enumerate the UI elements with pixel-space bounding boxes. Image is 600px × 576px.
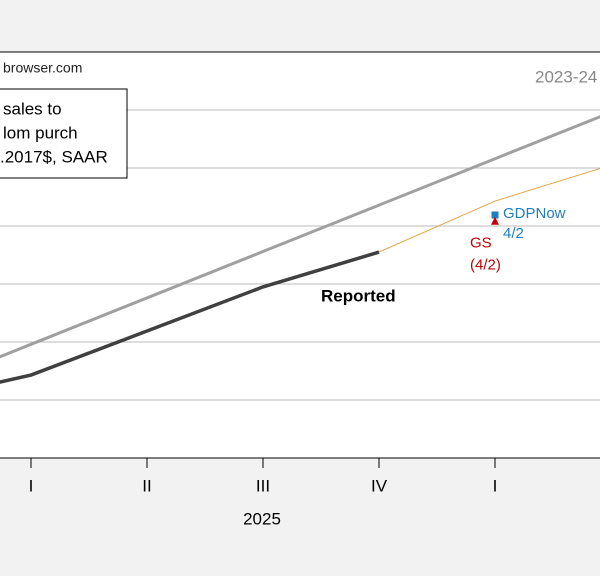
period: 2023-24 — [535, 67, 597, 86]
series-line — [378, 167, 600, 253]
legend-line: sales to — [3, 99, 62, 118]
series-line — [0, 115, 600, 359]
x-tick-label: III — [256, 476, 270, 495]
marker-date: 4/2 — [503, 225, 524, 242]
x-tick-label: I — [29, 476, 34, 495]
annotation: Reported — [321, 286, 396, 305]
marker-date: (4/2) — [470, 257, 501, 274]
marker-name: GS — [470, 235, 492, 252]
source: browser.com — [3, 60, 82, 76]
x-tick-label: II — [142, 476, 151, 495]
marker-name: GDPNow — [503, 205, 566, 222]
marker — [491, 211, 499, 219]
x-tick-label: IV — [371, 476, 388, 495]
legend-box — [0, 88, 128, 179]
marker — [491, 216, 499, 225]
legend-line: .2017$, SAAR — [0, 147, 108, 166]
series-line — [0, 250, 380, 384]
x-tick-label: I — [493, 476, 498, 495]
legend-line: lom purch — [3, 123, 78, 142]
x-group-label: 2025 — [243, 509, 281, 528]
lines — [0, 115, 600, 384]
